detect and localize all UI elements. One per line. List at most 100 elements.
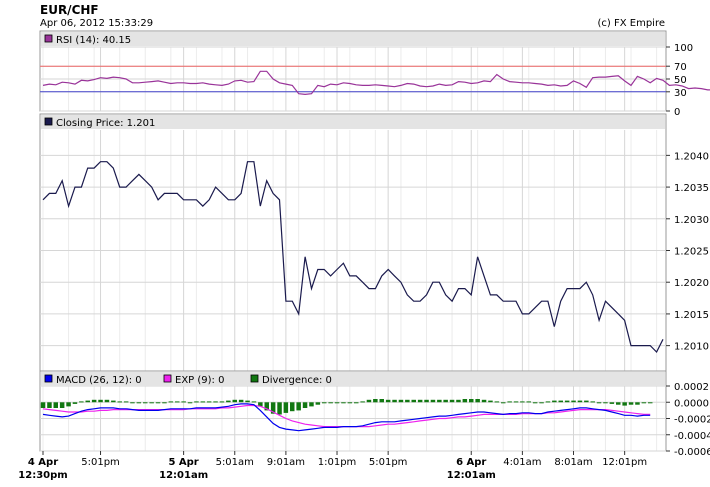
divergence-bar-5 bbox=[72, 402, 78, 404]
x-tick-sublabel-7: 12:01am bbox=[447, 470, 496, 481]
divergence-bar-23 bbox=[187, 402, 193, 404]
divergence-bar-27 bbox=[213, 401, 218, 403]
divergence-bar-17 bbox=[149, 402, 154, 404]
price-legend-swatch bbox=[44, 117, 53, 126]
divergence-bar-31 bbox=[238, 399, 244, 403]
price-legend-label: Closing Price: 1.201 bbox=[56, 118, 155, 129]
macd-series-line bbox=[42, 403, 651, 432]
divergence-bar-47 bbox=[341, 402, 346, 404]
divergence-bar-65 bbox=[456, 399, 461, 403]
divergence-bar-19 bbox=[162, 402, 167, 404]
divergence-bar-72 bbox=[501, 402, 506, 404]
divergence-bar-34 bbox=[258, 402, 263, 407]
divergence-bar-6 bbox=[79, 401, 84, 403]
divergence-legend-swatch bbox=[250, 374, 259, 383]
divergence-bar-29 bbox=[226, 400, 231, 403]
divergence-bar-63 bbox=[443, 399, 448, 403]
divergence-bar-71 bbox=[494, 401, 500, 403]
divergence-bar-20 bbox=[168, 401, 174, 403]
price-frame bbox=[39, 113, 667, 372]
divergence-bar-28 bbox=[219, 401, 225, 403]
divergence-bar-56 bbox=[398, 399, 404, 403]
divergence-bar-41 bbox=[302, 402, 308, 408]
divergence-bar-18 bbox=[155, 402, 161, 404]
divergence-bar-1 bbox=[47, 402, 52, 408]
rsi-ytick-label-4: 0 bbox=[674, 107, 680, 118]
rsi-ytick-label-3: 30 bbox=[674, 88, 687, 99]
divergence-bar-26 bbox=[206, 401, 212, 403]
chart-datetime: Apr 06, 2012 15:33:29 bbox=[40, 18, 153, 29]
divergence-bar-89 bbox=[609, 402, 615, 404]
price-panel: 1.2040 1.2035 1.2030 1.2025 1.2020 1.2015 1.20… bbox=[39, 113, 709, 372]
divergence-bar-30 bbox=[232, 399, 237, 403]
rsi-series-line bbox=[42, 70, 710, 96]
divergence-bar-53 bbox=[379, 399, 384, 403]
divergence-bar-21 bbox=[175, 401, 180, 403]
divergence-bar-88 bbox=[603, 402, 608, 404]
divergence-bar-12 bbox=[117, 401, 122, 403]
divergence-bar-61 bbox=[430, 399, 436, 403]
divergence-bar-42 bbox=[309, 402, 314, 407]
divergence-bar-62 bbox=[437, 399, 442, 403]
divergence-bar-44 bbox=[322, 402, 327, 404]
divergence-bar-24 bbox=[194, 401, 199, 403]
divergence-bar-68 bbox=[475, 399, 480, 403]
divergence-bar-2 bbox=[53, 402, 58, 408]
divergence-bar-51 bbox=[366, 399, 372, 403]
divergence-bar-92 bbox=[628, 402, 634, 405]
divergence-bar-73 bbox=[507, 401, 512, 403]
divergence-bar-43 bbox=[315, 402, 321, 405]
divergence-bar-57 bbox=[405, 399, 410, 403]
x-tick-label-2: 5 Apr bbox=[168, 457, 198, 468]
x-tick-sublabel-2: 12:01am bbox=[159, 470, 208, 481]
divergence-bar-59 bbox=[417, 399, 423, 403]
divergence-bar-39 bbox=[290, 402, 295, 412]
rsi-legend-label: RSI (14): 40.15 bbox=[56, 35, 131, 46]
price-ytick-label-2: 1.2030 bbox=[674, 215, 709, 226]
divergence-bar-25 bbox=[200, 401, 206, 403]
divergence-bar-79 bbox=[545, 401, 551, 403]
divergence-bar-16 bbox=[143, 402, 148, 404]
divergence-bar-81 bbox=[558, 400, 563, 403]
price-legend-bar bbox=[41, 115, 665, 129]
rsi-panel: 100 70 50 30 0 RSI (14): 40.15 bbox=[39, 30, 710, 118]
exp-legend-label: EXP (9): 0 bbox=[175, 375, 224, 386]
divergence-bar-55 bbox=[392, 399, 397, 403]
divergence-bar-33 bbox=[251, 401, 257, 403]
divergence-bar-9 bbox=[98, 399, 103, 403]
rsi-ytick-label-2: 50 bbox=[674, 75, 687, 86]
x-tick-label-0: 4 Apr bbox=[28, 457, 58, 468]
rsi-ytick-label-1: 70 bbox=[674, 62, 687, 73]
divergence-bar-77 bbox=[532, 402, 538, 404]
divergence-legend-label: Divergence: 0 bbox=[262, 375, 332, 386]
divergence-bar-87 bbox=[596, 402, 602, 404]
macd-legend-bar bbox=[41, 372, 665, 386]
divergence-bar-32 bbox=[245, 400, 250, 403]
divergence-bar-0 bbox=[40, 402, 46, 408]
divergence-bar-69 bbox=[481, 399, 487, 403]
x-tick-label-10: 12:01pm bbox=[602, 457, 647, 468]
divergence-bar-70 bbox=[488, 400, 493, 403]
divergence-bar-15 bbox=[136, 402, 142, 404]
divergence-bar-40 bbox=[296, 402, 301, 411]
divergence-bar-94 bbox=[641, 402, 647, 404]
divergence-bar-93 bbox=[635, 402, 640, 405]
x-tick-label-5: 1:01pm bbox=[318, 457, 357, 468]
divergence-bar-48 bbox=[347, 402, 353, 404]
macd-ytick-label-0: 0.0002 bbox=[674, 382, 709, 393]
price-ytick-label-1: 1.2035 bbox=[674, 183, 709, 194]
divergence-bar-14 bbox=[130, 402, 135, 404]
divergence-bar-45 bbox=[328, 402, 333, 404]
price-series-line bbox=[42, 161, 664, 354]
divergence-bar-54 bbox=[385, 399, 391, 403]
price-ytick-label-3: 1.2025 bbox=[674, 247, 709, 258]
divergence-bar-95 bbox=[648, 402, 653, 404]
divergence-bar-64 bbox=[449, 399, 455, 403]
divergence-bar-49 bbox=[354, 402, 359, 404]
macd-ytick-label-3: -0.0004 bbox=[674, 431, 710, 442]
divergence-bar-22 bbox=[181, 401, 186, 403]
divergence-bar-91 bbox=[622, 402, 627, 406]
price-ytick-label-5: 1.2015 bbox=[674, 310, 709, 321]
divergence-bar-82 bbox=[564, 400, 570, 403]
